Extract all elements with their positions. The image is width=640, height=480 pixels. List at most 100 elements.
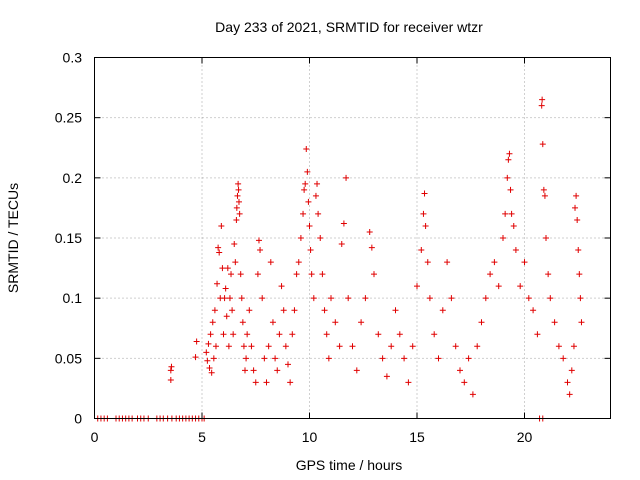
data-point [308,271,315,278]
data-point [193,338,200,345]
data-point [409,343,416,350]
data-point [252,379,259,386]
data-point [474,343,481,350]
data-point [167,367,174,374]
data-point [521,259,528,266]
data-point [506,150,513,157]
data-point [257,247,264,254]
data-point [491,259,498,266]
data-point [205,340,212,347]
data-point [383,373,390,380]
data-point [570,343,577,350]
data-point [401,355,408,362]
data-point [388,343,395,350]
data-point [312,192,319,199]
data-point [219,265,226,272]
data-point [317,235,324,241]
data-point [307,247,314,254]
data-point [211,307,218,314]
data-point [231,241,238,248]
data-point [577,295,584,302]
data-point [343,174,350,181]
data-point [560,355,567,362]
data-point [216,249,223,256]
data-point [237,271,244,278]
data-point [439,307,446,314]
data-point [263,379,270,386]
data-point [276,331,283,338]
y-tick-label: 0.1 [63,290,83,306]
data-point [358,319,365,326]
data-point [232,259,239,266]
data-point [254,271,261,278]
data-point [304,168,311,175]
data-point [206,364,213,371]
data-point [261,355,268,362]
data-point [310,295,317,302]
data-point [461,379,468,386]
data-point [321,307,328,314]
data-point [314,180,321,187]
data-point [250,367,257,374]
data-point [230,331,237,338]
data-point [233,204,240,211]
data-point [392,307,399,314]
data-point [345,295,352,302]
data-point [220,331,227,338]
data-point [243,355,250,362]
data-point [315,210,322,217]
x-tick-label: 0 [91,429,99,445]
data-point [242,367,248,374]
data-point [168,363,175,370]
data-point [368,244,375,251]
data-point [305,198,312,205]
data-point [302,180,309,187]
data-point [291,307,298,314]
data-point [301,186,308,193]
data-point [229,307,236,314]
data-point [224,265,231,272]
data-point [396,331,403,338]
y-tick-label: 0.25 [55,110,82,126]
data-point [574,216,581,223]
data-point [235,198,242,205]
y-tick-label: 0 [74,411,82,427]
data-point [530,307,537,314]
data-point [269,319,276,326]
data-point [325,355,332,362]
data-point [578,319,585,326]
y-axis-label: SRMTID / TECUs [5,183,21,293]
data-point [431,331,438,338]
data-point [500,235,506,241]
data-point [424,259,431,266]
data-point [204,357,211,364]
x-tick-label: 10 [302,429,318,445]
data-point [575,247,582,254]
data-point [208,369,215,376]
data-point [507,186,514,193]
data-point [482,295,489,302]
data-point [272,355,279,362]
data-point [426,295,433,302]
x-tick-label: 20 [517,429,533,445]
data-point [414,283,420,290]
data-point [362,295,369,302]
data-point [267,259,274,266]
data-point [244,331,251,338]
chart-title: Day 233 of 2021, SRMTID for receiver wtz… [215,19,483,35]
data-point [538,102,545,109]
data-point [222,285,229,292]
data-point [487,271,494,278]
data-point [547,295,554,302]
data-point [212,343,219,350]
data-point [564,379,571,386]
data-point [255,237,262,244]
data-point [293,271,300,278]
data-point [517,283,524,290]
data-point [233,216,240,223]
x-tick-label: 15 [409,429,425,445]
data-point [285,361,291,368]
data-point [280,307,287,314]
data-point [545,271,552,278]
